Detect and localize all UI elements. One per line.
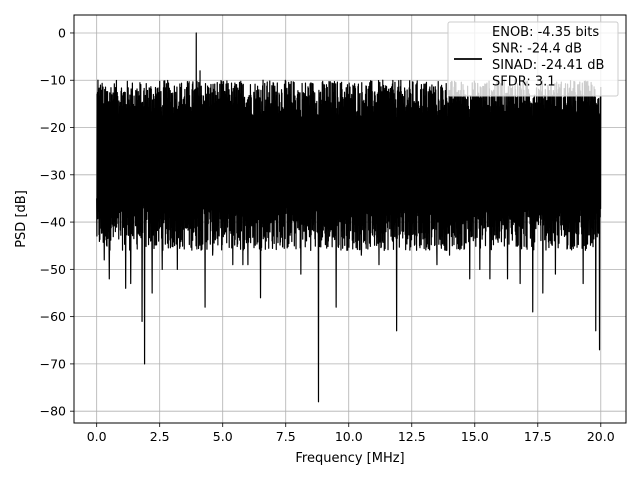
x-tick-label: 2.5 <box>150 429 170 444</box>
x-tick-label: 0.0 <box>87 429 107 444</box>
y-tick-label: −50 <box>40 262 66 277</box>
series-line-group <box>96 32 602 403</box>
legend-box <box>447 21 619 97</box>
y-tick-label: −60 <box>40 309 66 324</box>
x-tick-label: 20.0 <box>587 429 615 444</box>
legend-sinad-text: SINAD: -24.41 dB <box>492 58 604 73</box>
y-axis-ticks: 0 −10 −20 −30 −40 −50 −60 −70 −80 <box>40 25 74 419</box>
legend-enob-text: ENOB: -4.35 bits <box>492 25 599 40</box>
y-axis-label: PSD [dB] <box>14 190 29 248</box>
y-tick-label: −70 <box>40 356 66 371</box>
y-tick-label: −10 <box>40 73 66 88</box>
x-axis-label: Frequency [MHz] <box>295 451 404 466</box>
x-tick-label: 10.0 <box>335 429 363 444</box>
y-tick-label: 0 <box>58 25 66 40</box>
legend-sfdr-text: SFDR: 3.1 <box>492 75 556 90</box>
y-tick-label: −40 <box>40 215 66 230</box>
x-tick-label: 15.0 <box>461 429 489 444</box>
legend: ENOB: -4.35 bits SNR: -24.4 dB SINAD: -2… <box>447 21 619 97</box>
psd-series-line <box>96 32 602 403</box>
x-tick-label: 5.0 <box>213 429 233 444</box>
y-tick-label: −30 <box>40 167 66 182</box>
plot-frame <box>73 14 627 424</box>
x-tick-label: 17.5 <box>524 429 552 444</box>
x-tick-label: 7.5 <box>276 429 296 444</box>
y-tick-label: −80 <box>40 404 66 419</box>
x-axis-ticks: 0.0 2.5 5.0 7.5 10.0 12.5 15.0 17.5 20.0 <box>87 423 615 444</box>
y-tick-label: −20 <box>40 120 66 135</box>
x-tick-label: 12.5 <box>398 429 426 444</box>
legend-snr-text: SNR: -24.4 dB <box>492 42 582 57</box>
